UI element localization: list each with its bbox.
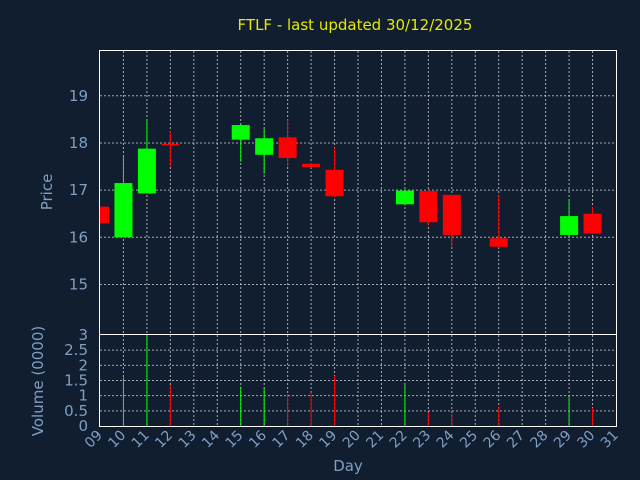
x-tick-labels: 0910111213141516171819202122232425262728… [82, 427, 622, 451]
candle-body [584, 214, 602, 234]
candle-body [443, 195, 461, 235]
volume-axis-label: Volume (0000) [29, 326, 47, 436]
volume-y-tick-labels: 00.511.522.53 [64, 326, 88, 435]
price-y-tick-label: 18 [69, 134, 88, 152]
candle-body [326, 170, 344, 196]
price-y-tick-label: 19 [69, 87, 88, 105]
candle-body [490, 238, 508, 246]
candle-body [100, 207, 109, 224]
candle-body [419, 191, 437, 222]
candle-body [255, 138, 273, 155]
x-axis-label: Day [333, 457, 363, 475]
candle-body [396, 191, 414, 205]
candle-body [232, 125, 250, 140]
price-axis-label: Price [38, 174, 56, 211]
candle-body [302, 164, 320, 167]
candle-body [560, 216, 578, 235]
price-y-tick-label: 17 [69, 181, 88, 199]
price-y-tick-label: 15 [69, 275, 88, 293]
volume-y-tick-label: 3 [78, 326, 88, 344]
candle-body [138, 149, 156, 194]
chart-title: FTLF - last updated 30/12/2025 [238, 16, 473, 34]
candle-body [161, 144, 179, 146]
candle-body [279, 137, 297, 158]
candle-body [114, 183, 132, 237]
price-y-tick-label: 16 [69, 228, 88, 246]
